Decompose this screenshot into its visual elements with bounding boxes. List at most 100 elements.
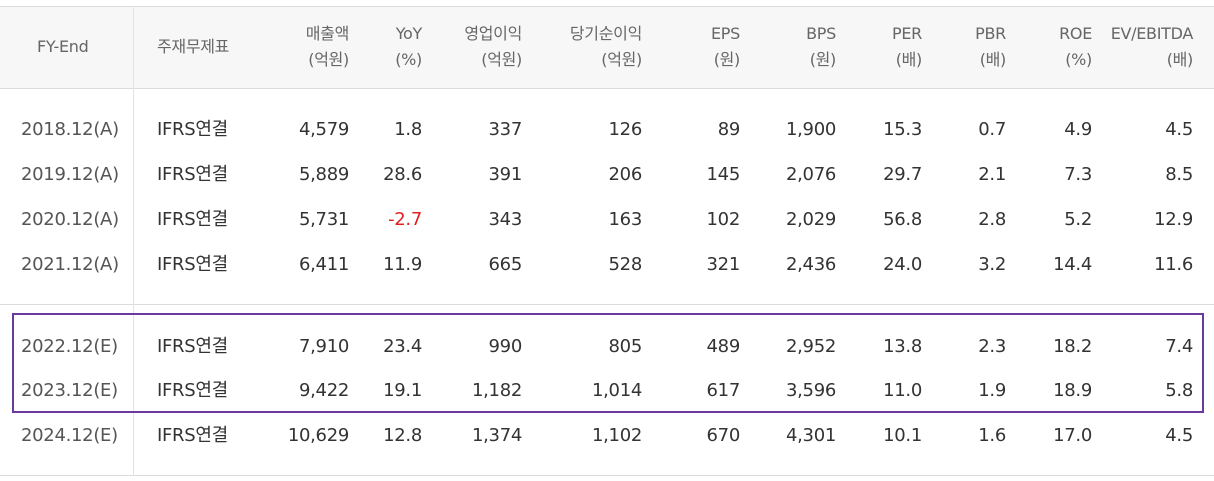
table-cell: 5.2 [1064,209,1092,230]
row-fy-end: 2023.12(E) [21,380,118,401]
header-bottom-border [0,88,1214,89]
header-col-name: PBR [975,24,1006,43]
header-col-name: 당기순이익 [569,24,642,43]
header-col-name: EV/EBITDA [1110,24,1194,43]
table-header-background [0,6,1214,88]
table-cell: 126 [608,119,643,140]
header-column-divider [133,6,134,88]
header-col-name: ROE [1059,24,1092,43]
table-cell: 11.0 [883,380,922,401]
header-col-unit: (배) [1166,50,1194,69]
header-col-4: EPS (원) [711,21,740,73]
table-cell: 990 [488,336,523,357]
table-cell: -2.7 [388,209,422,230]
body-column-divider-actual [133,88,134,304]
row-statement-type: IFRS연결 [157,380,228,401]
table-cell: 4.5 [1165,119,1193,140]
header-col-unit: (억원) [481,50,522,69]
header-col-name: BPS [806,24,836,43]
header-statement-type: 주재무제표 [157,37,230,56]
table-cell: 4,579 [298,119,349,140]
table-cell: 9,422 [298,380,349,401]
table-cell: 206 [608,164,643,185]
header-col-unit: (%) [395,50,422,69]
table-cell: 7,910 [298,336,349,357]
row-fy-end: 2019.12(A) [21,164,119,185]
header-col-unit: (배) [895,50,923,69]
header-col-name: 매출액 [305,24,350,43]
table-cell: 163 [608,209,643,230]
table-cell: 1.9 [978,380,1006,401]
table-cell: 391 [488,164,523,185]
body-column-divider-estimate [133,304,134,475]
table-cell: 528 [608,254,643,275]
table-cell: 805 [608,336,643,357]
table-cell: 56.8 [883,209,922,230]
table-cell: 13.8 [883,336,922,357]
table-cell: 1,900 [785,119,836,140]
header-col-name: PER [892,24,922,43]
row-fy-end: 2022.12(E) [21,336,118,357]
estimate-highlight-box [12,313,1204,413]
header-fy-end: FY-End [37,37,89,56]
header-col-9: EV/EBITDA (배) [1110,21,1194,73]
table-cell: 2,952 [785,336,836,357]
table-cell: 23.4 [383,336,422,357]
table-cell: 3.2 [978,254,1006,275]
table-cell: 11.6 [1154,254,1193,275]
table-cell: 343 [488,209,523,230]
table-cell: 4.9 [1064,119,1092,140]
table-cell: 2,076 [785,164,836,185]
table-cell: 15.3 [883,119,922,140]
header-col-unit: (%) [1065,50,1092,69]
row-statement-type: IFRS연결 [157,209,228,230]
table-cell: 19.1 [383,380,422,401]
row-statement-type: IFRS연결 [157,119,228,140]
table-cell: 4.5 [1165,425,1193,446]
header-col-0: 매출액 (억원) [305,21,350,73]
table-cell: 4,301 [785,425,836,446]
table-cell: 670 [706,425,741,446]
header-col-1: YoY (%) [395,21,422,73]
header-col-name: YoY [395,24,423,43]
table-cell: 617 [706,380,741,401]
row-fy-end: 2018.12(A) [21,119,119,140]
row-statement-type: IFRS연결 [157,254,228,275]
table-cell: 7.4 [1165,336,1193,357]
row-statement-type: IFRS연결 [157,336,228,357]
table-cell: 29.7 [883,164,922,185]
actual-estimate-divider [0,304,1214,305]
table-cell: 489 [706,336,741,357]
table-cell: 2,436 [785,254,836,275]
header-col-unit: (배) [979,50,1007,69]
table-cell: 145 [706,164,741,185]
table-cell: 7.3 [1064,164,1092,185]
table-cell: 89 [717,119,741,140]
table-cell: 5.8 [1165,380,1193,401]
table-cell: 11.9 [383,254,422,275]
table-cell: 2.8 [978,209,1006,230]
table-cell: 3,596 [785,380,836,401]
table-cell: 24.0 [883,254,922,275]
table-cell: 5,889 [298,164,349,185]
table-cell: 1,102 [591,425,642,446]
table-top-border [0,6,1214,7]
table-cell: 18.9 [1053,380,1092,401]
header-col-3: 당기순이익 (억원) [570,21,642,73]
header-col-name: 영업이익 [464,24,522,43]
table-cell: 10,629 [287,425,349,446]
table-cell: 6,411 [298,254,349,275]
header-col-name: EPS [710,24,740,43]
table-cell: 18.2 [1053,336,1092,357]
table-cell: 665 [488,254,523,275]
header-col-2: 영업이익 (억원) [464,21,522,73]
table-bottom-border [0,475,1214,476]
table-cell: 1.8 [394,119,422,140]
table-cell: 102 [706,209,741,230]
table-cell: 12.9 [1154,209,1193,230]
table-cell: 10.1 [883,425,922,446]
table-cell: 0.7 [978,119,1006,140]
row-statement-type: IFRS연결 [157,425,228,446]
header-col-5: BPS (원) [806,21,836,73]
